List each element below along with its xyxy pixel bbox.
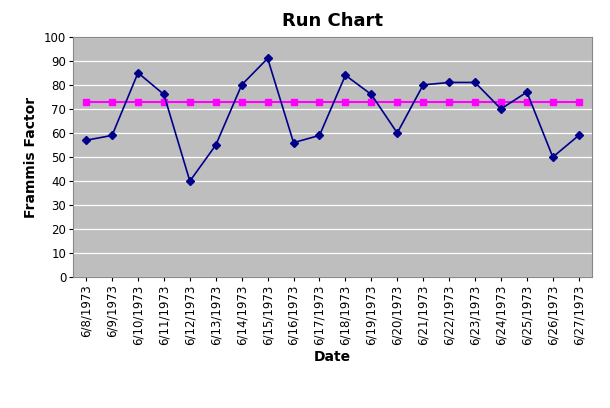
Y-axis label: Frammis Factor: Frammis Factor: [24, 97, 38, 217]
Title: Run Chart: Run Chart: [282, 11, 383, 30]
X-axis label: Date: Date: [314, 350, 351, 364]
